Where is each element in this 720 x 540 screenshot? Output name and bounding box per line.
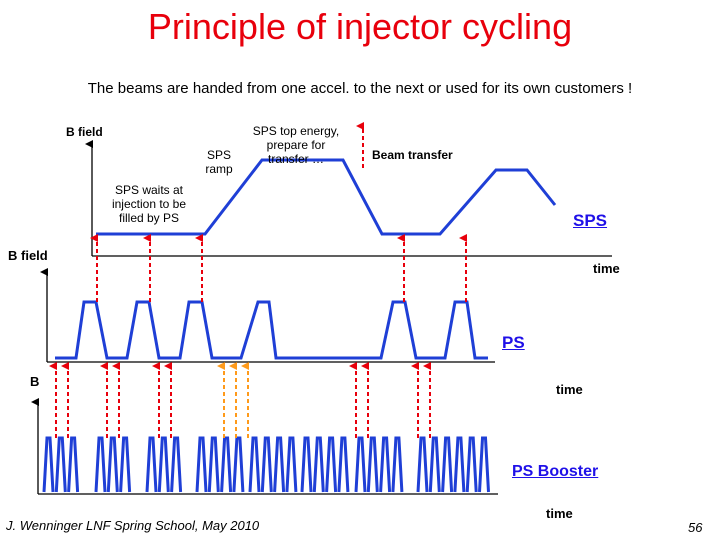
page-title: Principle of injector cycling <box>147 6 573 47</box>
beam-transfer-label: Beam transfer <box>372 148 453 162</box>
sps-waits-label: SPS waits at injection to be filled by P… <box>111 183 187 225</box>
subtitle: The beams are handed from one accel. to … <box>87 80 633 97</box>
booster-time-label: time <box>546 506 573 521</box>
sps-time-label: time <box>593 261 620 276</box>
sps-top-energy-label: SPS top energy, prepare for transfer … <box>252 124 340 166</box>
ps-bfield-label: B field <box>8 248 48 263</box>
page-number: 56 <box>688 520 703 535</box>
ps-axes <box>40 268 495 363</box>
ps-time-label: time <box>556 382 583 397</box>
booster-machine-label: PS Booster <box>512 463 599 480</box>
sps-waveform <box>96 158 557 236</box>
booster-axes <box>31 398 498 495</box>
ps-waveform <box>55 300 488 360</box>
ps-machine-label: PS <box>502 333 525 352</box>
booster-waveform <box>42 436 490 493</box>
sps-bfield-label: B field <box>66 125 103 139</box>
booster-to-ps-transfer-arrows <box>49 362 431 438</box>
sps-machine-label: SPS <box>573 211 608 230</box>
ps-to-sps-transfer-arrows <box>90 234 467 302</box>
footer-credit: J. Wenninger LNF Spring School, May 2010 <box>6 518 260 533</box>
sps-ramp-label: SPS ramp <box>205 148 233 176</box>
booster-to-ps-orange-arrows <box>217 362 249 438</box>
booster-b-label: B <box>30 374 40 389</box>
